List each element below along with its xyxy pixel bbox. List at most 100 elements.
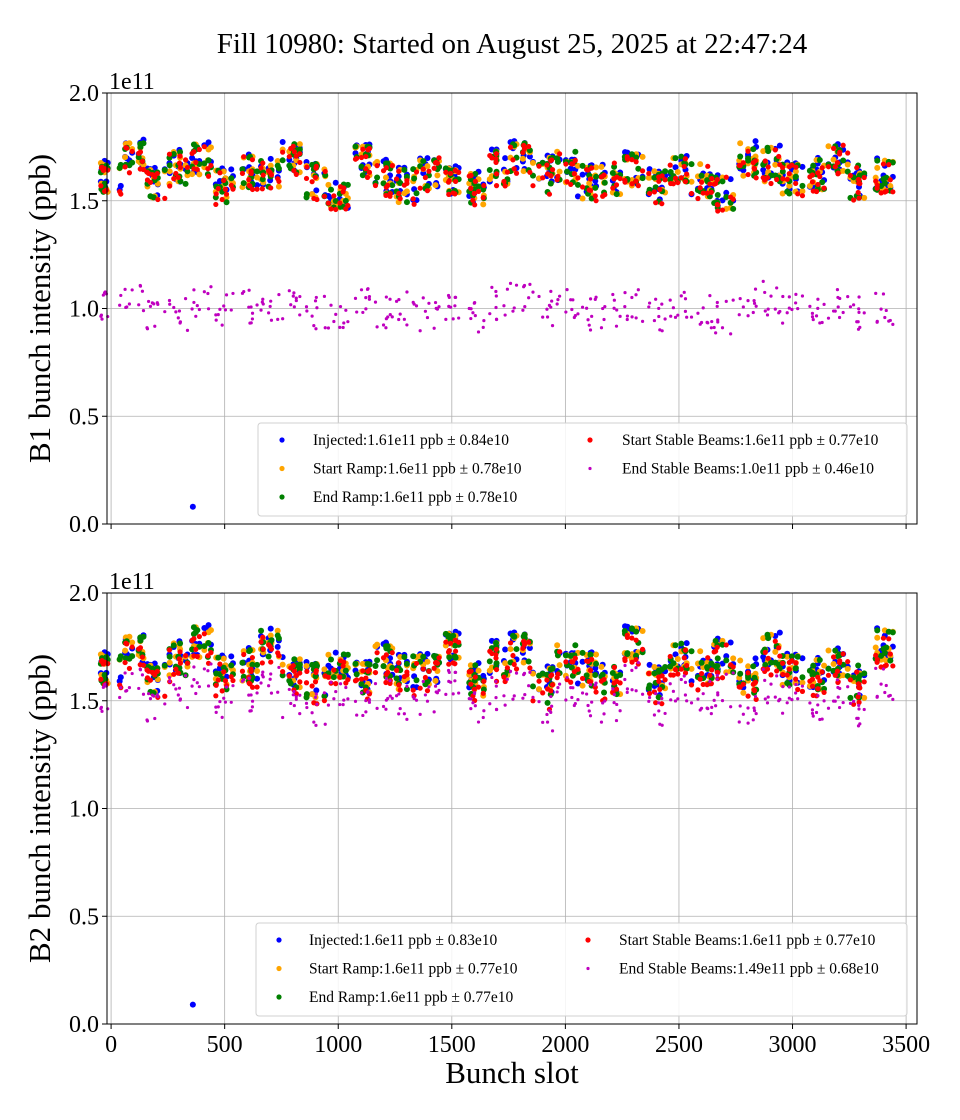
data-point	[259, 176, 266, 183]
data-point	[716, 320, 720, 324]
data-point	[601, 172, 607, 178]
data-point	[258, 627, 265, 634]
data-point	[277, 292, 281, 297]
data-point	[715, 304, 719, 308]
data-point	[587, 187, 594, 194]
data-point	[123, 640, 129, 646]
data-point	[724, 672, 728, 676]
y-tick-label: 2.0	[69, 81, 99, 107]
data-point	[467, 662, 474, 669]
data-point	[298, 693, 302, 697]
data-point	[294, 697, 298, 701]
data-point	[825, 665, 832, 672]
data-point	[352, 660, 359, 667]
data-point	[857, 310, 861, 315]
data-point	[364, 295, 368, 300]
data-point	[573, 701, 577, 706]
data-point	[837, 315, 842, 320]
data-point	[715, 202, 721, 208]
data-point	[800, 294, 805, 298]
data-point	[531, 290, 535, 294]
data-point	[98, 676, 104, 682]
data-point	[269, 672, 273, 676]
data-point	[667, 168, 674, 175]
data-point	[417, 185, 423, 191]
data-point	[268, 185, 274, 191]
data-point	[511, 309, 515, 313]
data-point	[573, 314, 577, 318]
data-point	[874, 627, 881, 634]
data-point	[118, 695, 122, 700]
data-point	[547, 303, 552, 307]
data-point	[599, 720, 604, 724]
data-point	[764, 631, 771, 638]
data-point	[737, 153, 744, 160]
data-point	[569, 659, 575, 665]
data-point	[714, 655, 721, 662]
data-point	[443, 169, 449, 175]
data-point	[373, 682, 378, 686]
data-point	[340, 651, 347, 658]
data-point	[384, 707, 388, 711]
data-point	[294, 695, 298, 699]
data-point	[380, 655, 387, 661]
data-point	[527, 296, 531, 300]
data-point	[579, 162, 586, 169]
data-point	[698, 322, 702, 326]
data-point	[178, 321, 182, 325]
data-point	[601, 179, 608, 186]
data-point	[292, 703, 296, 708]
data-point	[394, 694, 399, 698]
data-point	[861, 679, 867, 685]
data-point	[592, 671, 599, 678]
data-point	[242, 290, 246, 294]
data-point	[267, 162, 274, 169]
data-point	[741, 305, 745, 309]
data-point	[684, 171, 690, 177]
data-point	[752, 655, 759, 662]
data-point	[337, 674, 343, 680]
data-point	[780, 176, 786, 182]
data-point	[840, 157, 847, 164]
data-point	[303, 175, 310, 182]
data-point	[175, 174, 181, 181]
data-point	[647, 305, 651, 309]
data-point	[697, 676, 703, 682]
data-point	[220, 715, 224, 719]
data-point	[786, 171, 792, 177]
data-point	[601, 701, 605, 705]
data-point	[624, 156, 631, 162]
data-point	[403, 173, 410, 180]
data-point	[267, 155, 274, 162]
data-point	[681, 163, 687, 170]
y-tick-label: 0.0	[69, 512, 99, 538]
data-point	[611, 664, 617, 670]
data-point	[656, 178, 662, 184]
data-point	[288, 145, 294, 152]
data-point	[332, 179, 339, 186]
data-point	[222, 304, 226, 308]
data-point	[640, 692, 645, 696]
data-point	[688, 678, 695, 685]
data-point	[451, 653, 458, 660]
data-point	[471, 701, 475, 705]
data-point	[683, 693, 688, 697]
data-point	[740, 689, 747, 696]
data-point	[511, 661, 517, 668]
data-point	[809, 172, 816, 178]
data-point	[825, 672, 832, 678]
data-point	[402, 712, 406, 716]
data-point	[536, 678, 542, 684]
data-point	[508, 281, 513, 286]
data-point	[250, 705, 255, 709]
data-point	[294, 296, 298, 300]
data-point	[309, 179, 315, 185]
data-point	[475, 667, 482, 674]
data-point	[141, 309, 146, 313]
data-point	[762, 158, 768, 164]
data-point	[312, 323, 316, 328]
data-point	[325, 651, 332, 658]
data-point	[334, 312, 338, 317]
data-point	[254, 668, 261, 675]
data-point	[130, 288, 134, 292]
